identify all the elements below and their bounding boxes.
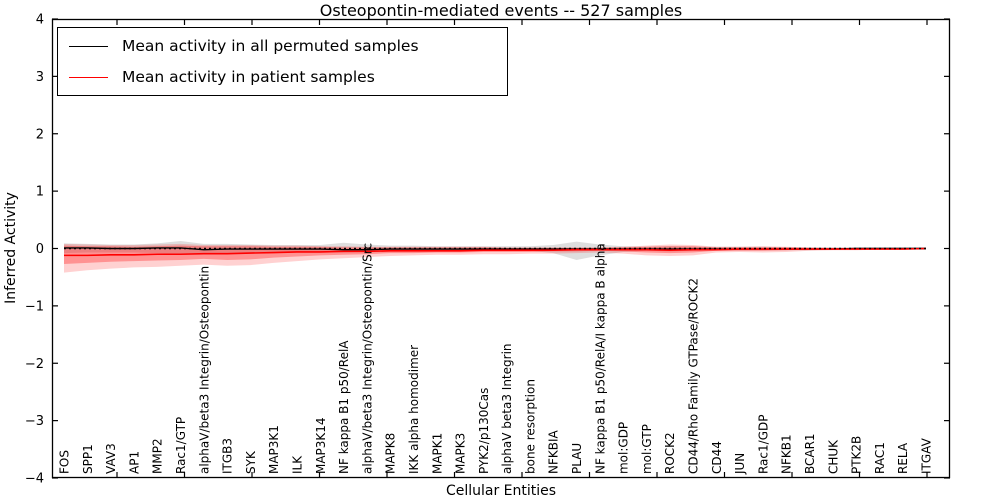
x-category-label: PTK2B	[850, 436, 864, 474]
y-tick-label: 1	[36, 185, 44, 200]
x-category-label: CD44	[710, 441, 724, 474]
x-category-label: NF kappa B1 p50/RelA/I kappa B alpha	[593, 243, 607, 474]
x-category-label: NFKBIA	[547, 429, 561, 474]
x-category-label: RELA	[896, 442, 910, 474]
x-category-label: ROCK2	[663, 432, 677, 474]
x-category-label: BCAR1	[803, 433, 817, 474]
x-category-label: ILK	[290, 455, 304, 474]
x-category-label: MMP2	[151, 438, 165, 474]
x-category-label: SPP1	[81, 444, 95, 474]
x-category-label: mol:GTP	[640, 424, 654, 474]
x-category-label: CD44/Rho Family GTPase/ROCK2	[687, 278, 701, 474]
legend-label: Mean activity in all permuted samples	[122, 37, 419, 55]
y-tick-label: −1	[25, 299, 44, 314]
x-category-label: AP1	[127, 451, 141, 474]
patient-mean-line	[64, 247, 927, 257]
x-category-label: VAV3	[104, 443, 118, 474]
y-tick-label: 0	[36, 242, 44, 257]
x-category-label: mol:GDP	[617, 422, 631, 474]
x-category-label: PYK2/p130Cas	[477, 388, 491, 474]
y-tick-label: −4	[25, 472, 44, 487]
x-category-label: IKK alpha homodimer	[407, 345, 421, 474]
chart-title: Osteopontin-mediated events -- 527 sampl…	[319, 1, 683, 20]
patient-line-swatch	[69, 76, 108, 78]
x-category-label: JUN	[733, 453, 747, 475]
x-category-label: bone resorption	[523, 379, 537, 474]
x-category-label: Rac1/GDP	[756, 415, 770, 474]
x-category-label: ITGAV	[920, 437, 934, 474]
x-axis-title: Cellular Entities	[445, 483, 557, 499]
y-tick-label: 3	[36, 70, 44, 85]
x-category-label: ITGB3	[221, 438, 235, 474]
legend-label: Mean activity in patient samples	[122, 68, 375, 86]
x-category-label: NFKB1	[780, 434, 794, 474]
x-category-label: MAPK8	[384, 433, 398, 474]
x-category-label: SYK	[244, 450, 258, 474]
x-category-label: NF kappa B1 p50/RelA	[337, 340, 351, 474]
y-axis-title: Inferred Activity	[3, 192, 19, 304]
legend-item-permuted: Mean activity in all permuted samples	[58, 31, 507, 62]
patient-samples-outer-range-band	[64, 243, 926, 273]
x-category-label: alphaV beta3 Integrin	[500, 343, 514, 474]
x-category-label: FOS	[58, 450, 72, 474]
x-category-label: MAPK1	[430, 433, 444, 474]
y-tick-label: 4	[36, 13, 44, 28]
permuted-line-swatch	[69, 45, 108, 47]
y-tick-label: −3	[25, 414, 44, 429]
x-category-label: CHUK	[826, 439, 840, 474]
legend: Mean activity in all permuted samples Me…	[57, 27, 508, 96]
x-category-label: alphaV/beta3 Integrin/Osteopontin	[197, 266, 211, 474]
x-category-label: RAC1	[873, 442, 887, 474]
y-tick-label: 2	[36, 127, 44, 142]
x-category-label: Rac1/GTP	[174, 417, 188, 474]
x-category-label: alphaV/beta3 Integrin/Osteopontin/Src	[360, 243, 374, 474]
x-category-label: MAP3K1	[267, 425, 281, 474]
legend-item-patient: Mean activity in patient samples	[58, 62, 507, 93]
x-category-label: MAPK3	[454, 433, 468, 474]
x-category-label: MAP3K14	[314, 417, 328, 474]
x-category-label: PLAU	[570, 443, 584, 474]
y-tick-label: −2	[25, 357, 44, 372]
